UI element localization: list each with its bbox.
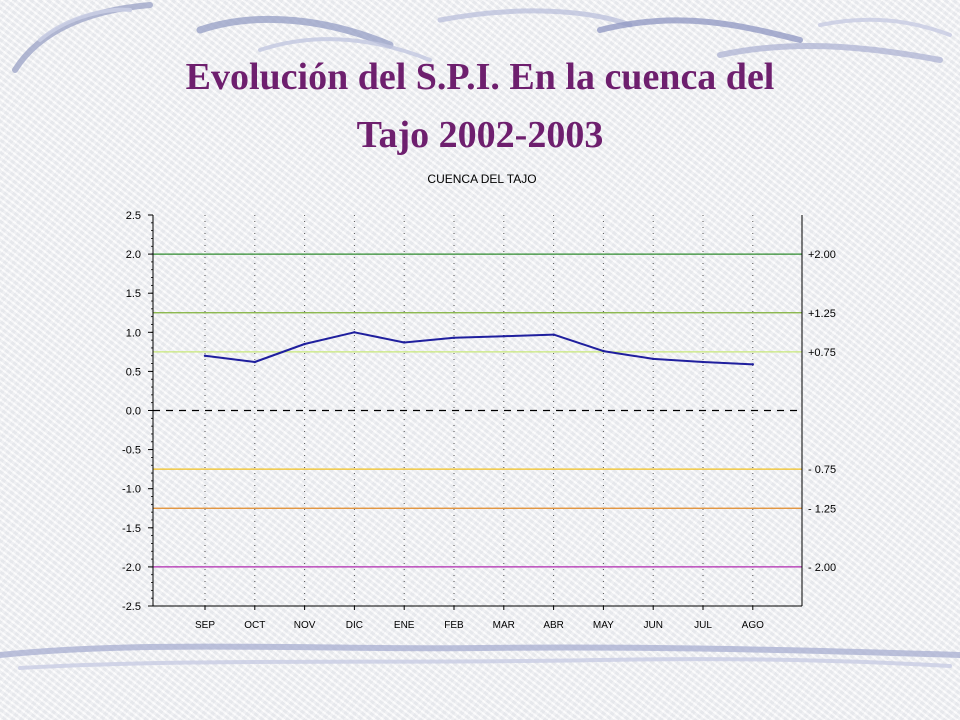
series <box>203 331 754 366</box>
x-tick-label: JUL <box>694 620 712 631</box>
x-tick-label: FEB <box>444 620 464 631</box>
threshold-label: +2.00 <box>808 249 836 261</box>
slide-title-line-2: Tajo 2002-2003 <box>356 114 604 156</box>
threshold-lines: +2.00 +1.25 +0.75 - 0.75 - 1.25 - 2.00 <box>153 249 836 574</box>
y-tick-label: -2.0 <box>122 562 141 574</box>
threshold-label: - 0.75 <box>808 464 836 476</box>
x-tick-label: SEP <box>195 620 215 631</box>
data-point <box>452 336 456 339</box>
x-axis: SEP OCT NOV DIC ENE FEB MAR ABR MAY JUN JUL AGO <box>153 605 802 631</box>
y-tick-label: -1.0 <box>122 484 141 496</box>
x-tick-label: MAY <box>593 620 614 631</box>
y-tick-label: 2.0 <box>126 249 141 261</box>
x-tick-label: NOV <box>294 620 316 631</box>
data-point <box>303 342 306 346</box>
y-tick-label: 1.5 <box>126 288 141 300</box>
y-tick-label: -2.5 <box>122 601 141 613</box>
y-axis: 2.5 2.0 1.5 1.0 0.5 0.0 -0.5 -1.0 -1.5 -2.0 -2.5 <box>122 210 803 613</box>
chart-title: CUENCA DEL TAJO <box>427 172 536 186</box>
y-tick-label: 0.5 <box>126 366 141 378</box>
y-tick-label: -0.5 <box>122 445 141 457</box>
threshold-label: +1.25 <box>808 308 836 320</box>
data-point <box>253 360 256 364</box>
x-tick-label: ENE <box>394 620 415 631</box>
x-tick-label: MAR <box>493 620 515 631</box>
slide-title: Evolución del S.P.I. En la cuenca del Ta… <box>0 48 960 164</box>
data-point <box>403 341 406 344</box>
data-point <box>652 357 655 361</box>
data-point <box>552 333 555 336</box>
data-point <box>701 360 705 364</box>
y-tick-label: 1.0 <box>126 327 141 339</box>
series-line <box>204 331 753 366</box>
data-point <box>353 331 356 334</box>
x-tick-label: JUN <box>643 620 662 631</box>
x-tick-label: OCT <box>244 620 265 631</box>
slide-title-line-1: Evolución del S.P.I. En la cuenca del <box>185 56 775 98</box>
data-point <box>602 349 605 353</box>
y-tick-label: -1.5 <box>122 523 141 535</box>
y-tick-label: 2.5 <box>126 210 141 222</box>
data-point <box>751 363 754 366</box>
x-tick-label: ABR <box>543 620 564 631</box>
y-tick-label: 0.0 <box>126 406 141 418</box>
data-point <box>502 335 505 338</box>
threshold-label: +0.75 <box>808 347 836 359</box>
threshold-label: - 1.25 <box>808 503 836 515</box>
x-tick-label: AGO <box>742 620 764 631</box>
data-point <box>203 354 207 357</box>
threshold-label: - 2.00 <box>808 562 836 574</box>
x-tick-label: DIC <box>346 620 363 631</box>
